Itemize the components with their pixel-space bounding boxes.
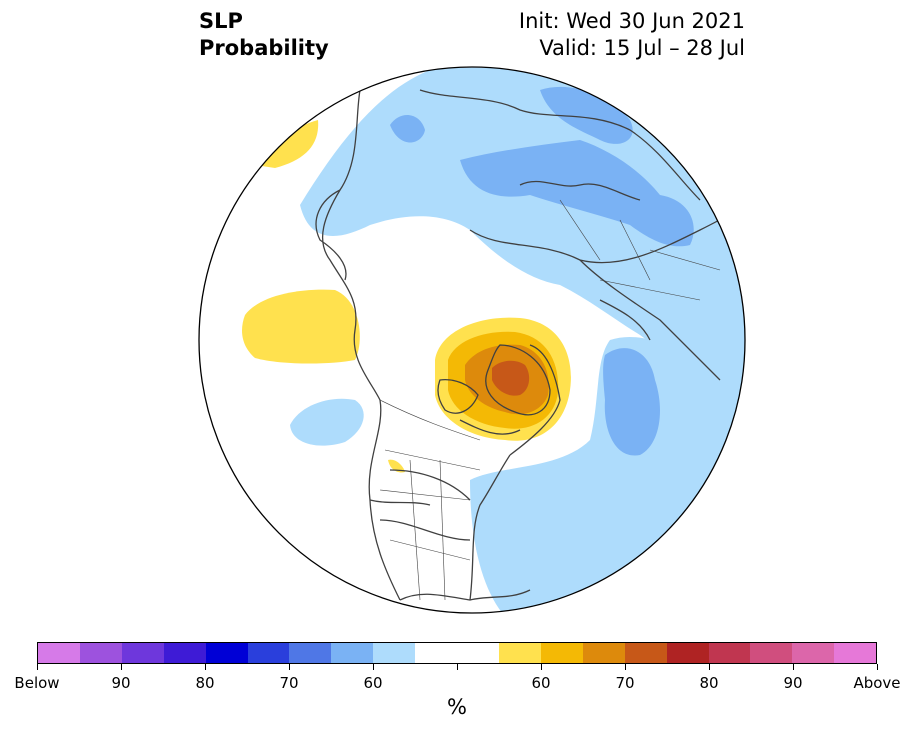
probability-field — [199, 67, 745, 613]
colorbar-cell — [792, 643, 835, 663]
colorbar-tick — [456, 664, 458, 670]
colorbar-cell — [834, 643, 877, 663]
colorbar-tick-label: Above — [853, 674, 901, 692]
title-line-2: Probability — [199, 36, 329, 60]
colorbar-tick — [288, 664, 290, 670]
eurasia-below-60-c — [390, 114, 425, 143]
eurasia-below-60-a — [460, 140, 694, 247]
eurasia-below-60-b — [540, 86, 633, 144]
pacific-above-50 — [242, 289, 360, 364]
colorbar-tick — [624, 664, 626, 670]
colorbar-tick — [36, 664, 38, 670]
colorbar-cell — [79, 643, 122, 663]
atlantic-below-60 — [603, 348, 660, 456]
colorbar — [37, 642, 877, 664]
polar-map — [198, 66, 746, 614]
colorbar-cell — [163, 643, 206, 663]
colorbar-unit: % — [447, 695, 467, 719]
colorbar-tick — [204, 664, 206, 670]
eurasia-below-50 — [300, 67, 745, 412]
colorbar-cell — [205, 643, 248, 663]
colorbar-cell — [373, 643, 416, 663]
valid-period: Valid: 15 Jul – 28 Jul — [539, 36, 745, 60]
colorbar-tick — [120, 664, 122, 670]
colorbar-tick-label: 60 — [363, 674, 383, 692]
colorbar-cell — [624, 643, 667, 663]
colorbar-cell — [582, 643, 625, 663]
colorbar-cell — [708, 643, 751, 663]
colorbar-tick-label: 60 — [531, 674, 551, 692]
colorbar-tick-label: 90 — [111, 674, 131, 692]
colorbar-cell — [750, 643, 793, 663]
colorbar-cell — [247, 643, 290, 663]
hudson-above-50 — [388, 459, 405, 473]
init-date: Init: Wed 30 Jun 2021 — [518, 9, 745, 33]
colorbar-tick-label: 80 — [195, 674, 215, 692]
map-title: SLP Probability — [199, 8, 329, 62]
colorbar-tick-label: 70 — [615, 674, 635, 692]
borders — [379, 199, 721, 601]
colorbar-cell — [38, 643, 80, 663]
colorbar-tick — [372, 664, 374, 670]
colorbar-tick-label: 90 — [783, 674, 803, 692]
colorbar-cell — [121, 643, 164, 663]
colorbar-cell — [331, 643, 374, 663]
west-pacific-below-50 — [290, 398, 364, 446]
colorbar-tick-label: Below — [14, 674, 60, 692]
colorbar-tick — [792, 664, 794, 670]
colorbar-cell — [415, 643, 458, 663]
colorbar-tick-label: 80 — [699, 674, 719, 692]
title-line-1: SLP — [199, 9, 243, 33]
colorbar-cell — [498, 643, 541, 663]
colorbar-tick — [540, 664, 542, 670]
map-subtitle: Init: Wed 30 Jun 2021 Valid: 15 Jul – 28… — [519, 8, 745, 62]
greenland-above-80 — [492, 360, 530, 396]
globe-boundary — [198, 66, 746, 614]
colorbar-cell — [540, 643, 583, 663]
colorbar-tick — [876, 664, 878, 670]
colorbar-tick — [708, 664, 710, 670]
colorbar-cell — [289, 643, 332, 663]
colorbar-tick-label: 70 — [279, 674, 299, 692]
colorbar-cell — [666, 643, 709, 663]
colorbar-cell — [457, 643, 499, 663]
